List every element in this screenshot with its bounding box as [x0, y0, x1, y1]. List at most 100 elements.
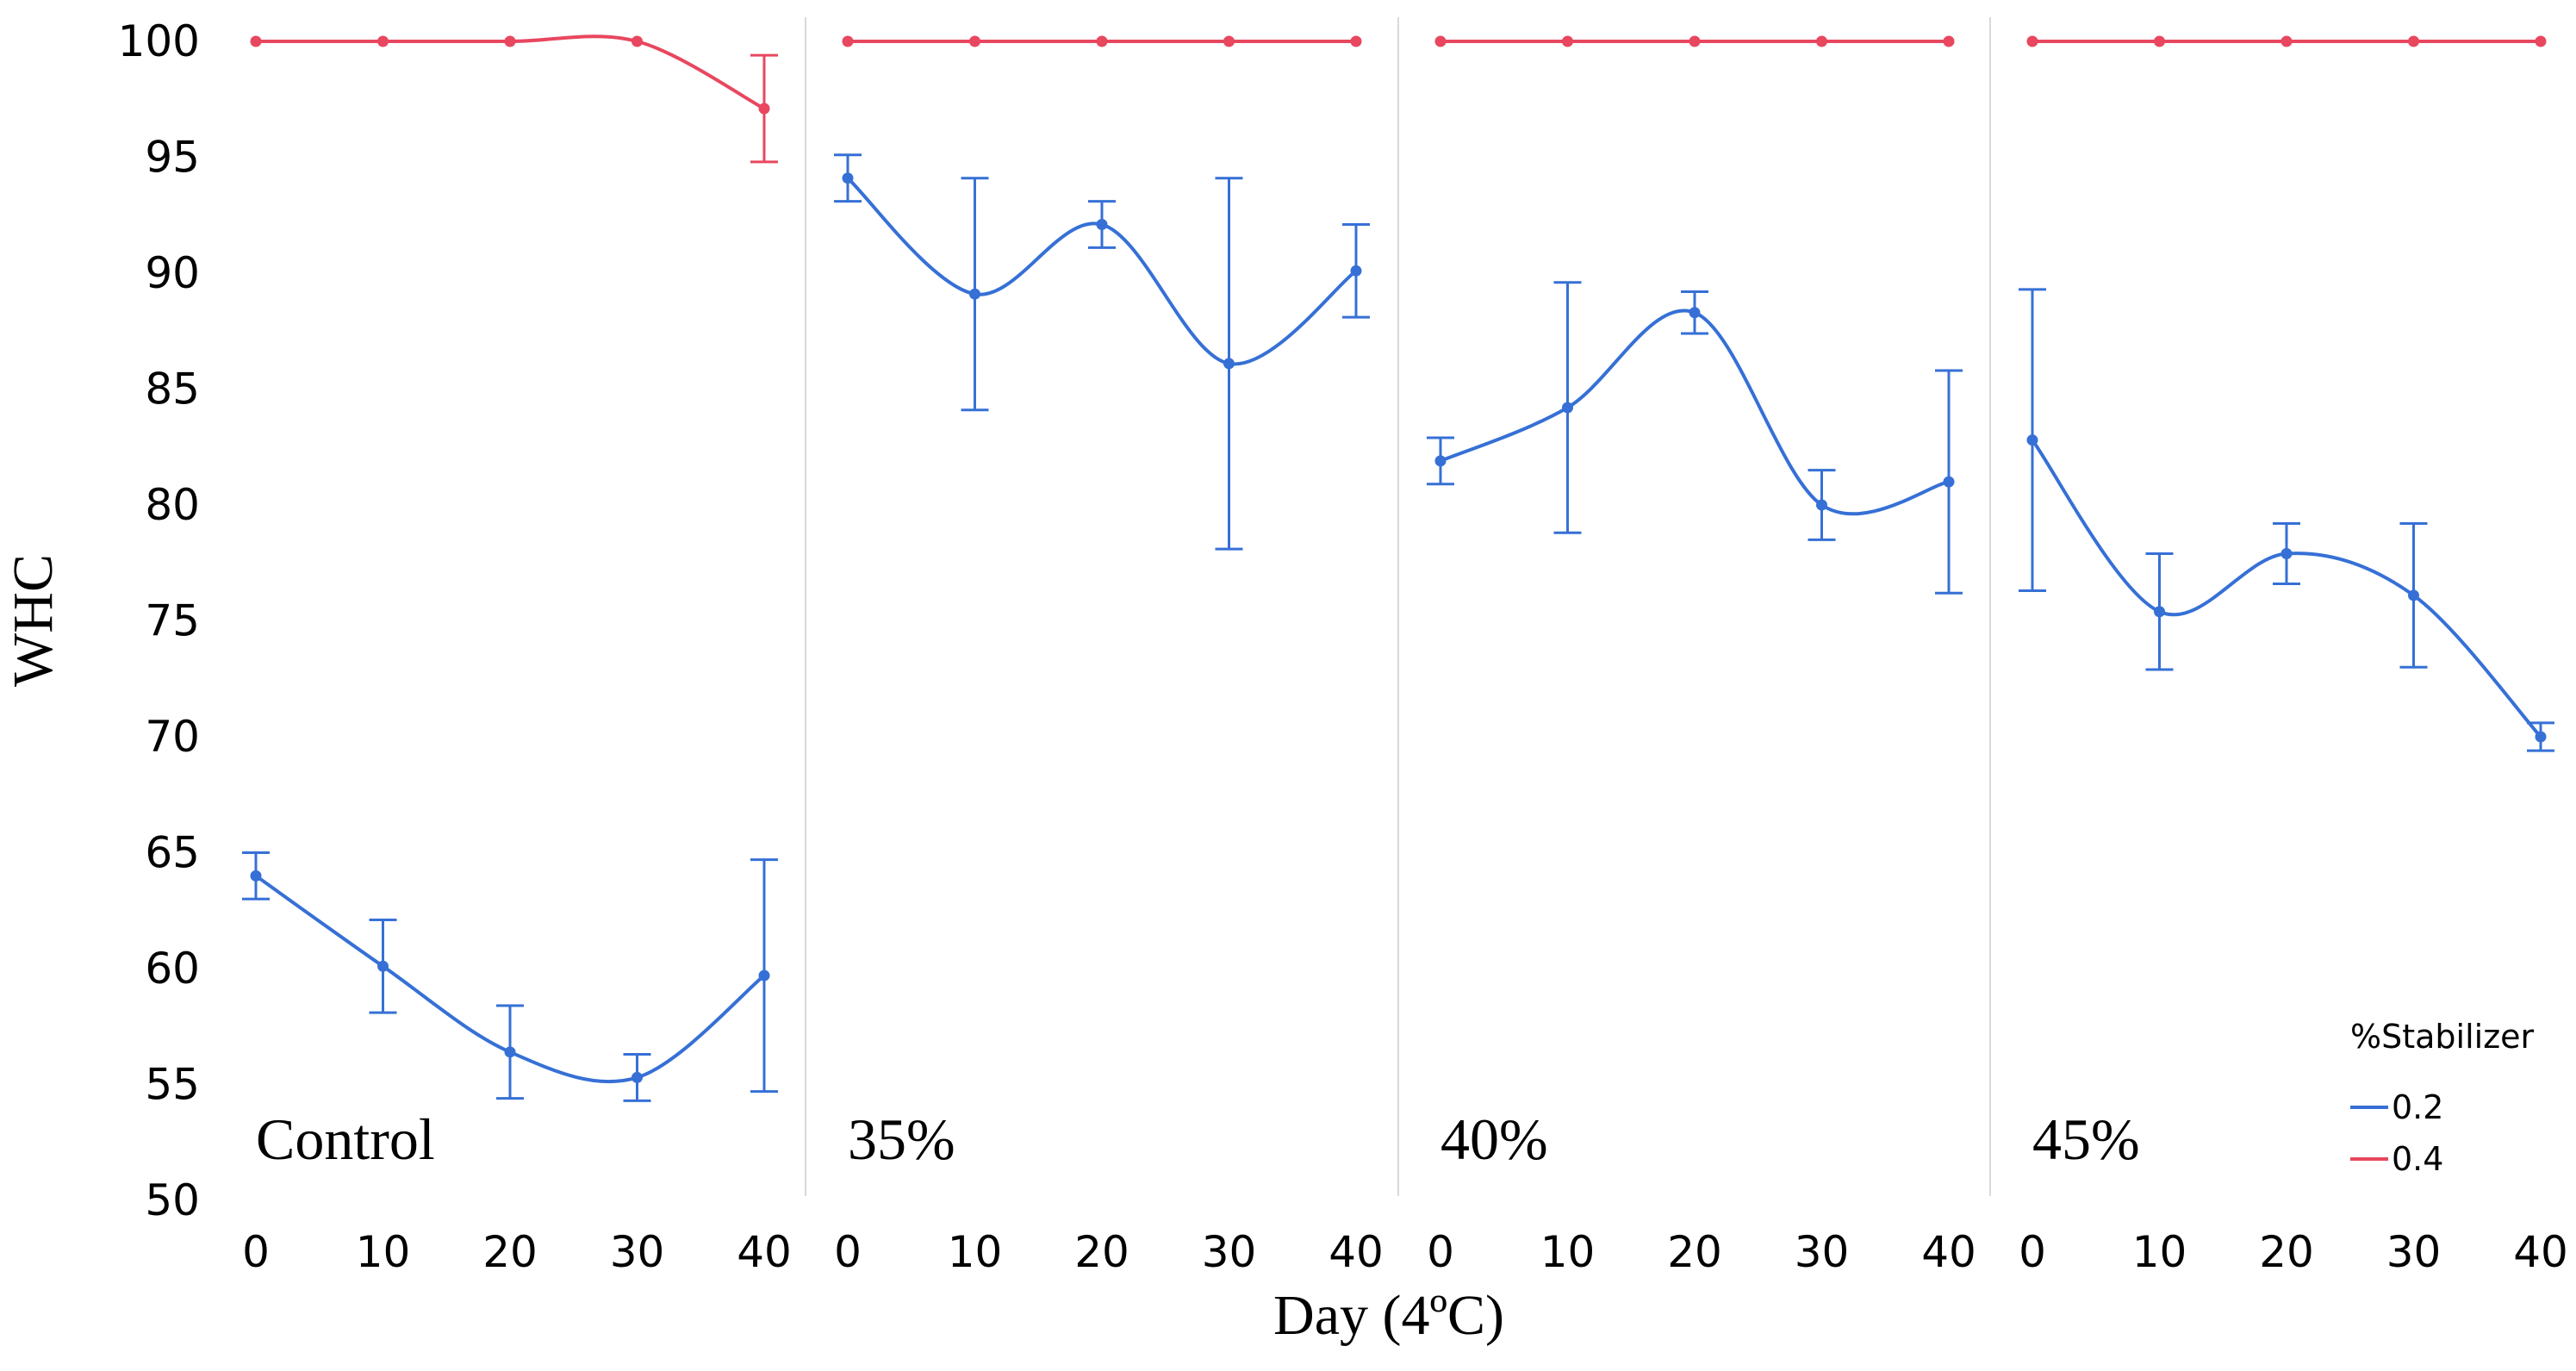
legend-label-0.4: 0.4: [2392, 1140, 2443, 1178]
y-axis-ticks: 50 55 60 65 70 75 80 85 90 95 100: [118, 16, 200, 1225]
y-tick-label: 75: [145, 596, 200, 646]
data-point: [1096, 35, 1108, 47]
data-point: [1943, 476, 1955, 488]
data-point: [1562, 35, 1573, 47]
x-tick-label: 40: [1328, 1227, 1384, 1277]
data-point: [632, 1071, 643, 1083]
panel-35%: 35%: [834, 35, 1370, 1172]
y-tick-label: 85: [145, 365, 200, 414]
series-line: [2031, 439, 2542, 738]
data-point: [1816, 35, 1827, 47]
x-axis-title: Day (4ºC): [1273, 1284, 1504, 1347]
y-tick-label: 55: [145, 1060, 200, 1110]
data-point: [2535, 35, 2547, 47]
x-tick-label: 40: [1921, 1227, 1976, 1277]
y-tick-label: 70: [145, 712, 200, 762]
data-point: [842, 35, 854, 47]
x-tick-label: 30: [610, 1227, 665, 1277]
data-point: [250, 869, 262, 882]
data-point: [1350, 265, 1362, 277]
panel-separators: [805, 17, 1991, 1196]
series-0.2: [1427, 281, 1963, 595]
data-point: [377, 960, 389, 972]
y-axis-title: WHC: [2, 554, 65, 687]
data-point: [758, 103, 770, 115]
y-tick-label: 100: [118, 16, 200, 66]
data-point: [2408, 35, 2419, 47]
chart-panels: Control 35% 40% 45%: [242, 34, 2554, 1172]
x-tick-label: 30: [2386, 1227, 2442, 1277]
x-tick-label: 10: [356, 1227, 411, 1277]
x-tick-label: 40: [737, 1227, 792, 1277]
data-point: [632, 35, 643, 47]
x-tick-label: 30: [1795, 1227, 1850, 1277]
series-line: [255, 34, 765, 110]
panel-label: 35%: [848, 1106, 955, 1172]
legend-title: %Stabilizer: [2350, 1018, 2535, 1056]
x-tick-label: 30: [1202, 1227, 1257, 1277]
data-point: [2280, 35, 2293, 47]
data-point: [842, 172, 854, 184]
data-point: [969, 288, 980, 300]
data-point: [504, 35, 516, 47]
panel-label: 45%: [2032, 1106, 2140, 1172]
series-0.2: [834, 153, 1370, 551]
y-tick-label: 60: [145, 944, 200, 994]
x-tick-label: 10: [948, 1227, 1003, 1277]
data-point: [1434, 35, 1447, 47]
data-point: [1689, 307, 1701, 319]
data-point: [1689, 35, 1701, 47]
series-0.4: [250, 34, 778, 164]
x-tick-label: 0: [2019, 1227, 2046, 1277]
panel-45%: 45%: [2019, 35, 2554, 1172]
x-tick-label: 20: [2259, 1227, 2314, 1277]
data-point: [377, 35, 389, 47]
legend-label-0.2: 0.2: [2392, 1088, 2443, 1126]
data-point: [2408, 589, 2419, 601]
data-point: [1223, 358, 1235, 370]
panel-label: 40%: [1440, 1106, 1548, 1172]
data-point: [1816, 499, 1827, 511]
x-tick-label: 10: [2132, 1227, 2187, 1277]
panel-40%: 40%: [1427, 35, 1963, 1172]
data-point: [969, 35, 980, 47]
data-point: [2026, 35, 2038, 47]
panel-label: Control: [256, 1106, 435, 1172]
series-line: [1440, 308, 1950, 516]
data-point: [1434, 455, 1447, 467]
x-tick-label: 20: [1074, 1227, 1129, 1277]
data-point: [2154, 606, 2165, 618]
x-tick-label: 0: [242, 1227, 270, 1277]
series-0.4: [1434, 35, 1955, 47]
y-tick-label: 65: [145, 828, 200, 878]
data-point: [2535, 731, 2547, 743]
y-tick-label: 50: [145, 1175, 200, 1225]
data-point: [2280, 547, 2293, 559]
y-tick-label: 80: [145, 480, 200, 530]
y-tick-label: 95: [145, 133, 200, 183]
x-tick-label: 20: [1667, 1227, 1722, 1277]
x-axis-ticks: 0 10 20 30 40 0 10 20 30 40 0 10 20 30 40 0 10 20 30 40: [242, 1227, 2568, 1277]
series-0.2: [2019, 288, 2554, 752]
x-tick-label: 40: [2513, 1227, 2568, 1277]
data-point: [2154, 35, 2165, 47]
data-point: [1096, 219, 1108, 231]
data-point: [758, 969, 770, 982]
data-point: [250, 35, 262, 47]
panel-Control: Control: [242, 34, 778, 1172]
data-point: [1562, 402, 1573, 414]
series-0.4: [842, 35, 1362, 47]
data-point: [504, 1046, 516, 1058]
series-0.4: [2026, 35, 2547, 47]
x-tick-label: 0: [834, 1227, 862, 1277]
data-point: [1350, 35, 1362, 47]
data-point: [1223, 35, 1235, 47]
data-point: [1943, 35, 1955, 47]
x-tick-label: 0: [1427, 1227, 1454, 1277]
data-point: [2026, 434, 2038, 446]
legend: %Stabilizer 0.2 0.4: [2350, 1018, 2535, 1178]
x-tick-label: 10: [1540, 1227, 1596, 1277]
x-tick-label: 20: [482, 1227, 538, 1277]
series-0.2: [242, 851, 778, 1102]
